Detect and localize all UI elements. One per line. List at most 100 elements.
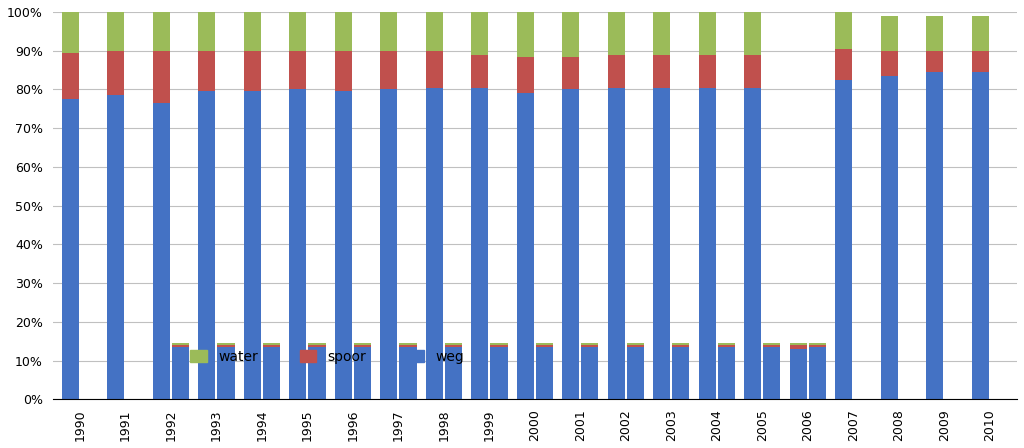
Bar [653,12,671,55]
Bar [471,87,488,400]
Bar [926,72,943,400]
Bar [607,87,625,400]
Bar [881,16,898,51]
Bar [217,343,234,345]
Bar [217,347,234,400]
Bar [516,12,534,56]
Bar [244,91,261,400]
Bar [809,343,826,345]
Bar [308,343,326,345]
Bar [582,347,598,400]
Bar [490,347,508,400]
Bar [536,343,553,345]
Bar [763,343,780,345]
Bar [444,343,462,345]
Bar [335,51,352,91]
Bar [972,51,989,72]
Bar [835,80,852,400]
Bar [562,12,580,56]
Bar [153,103,170,400]
Bar [308,347,326,400]
Bar [380,51,397,90]
Bar [926,51,943,72]
Bar [790,349,807,400]
Bar [718,347,735,400]
Bar [627,345,644,347]
Bar [353,343,371,345]
Bar [698,55,716,87]
Bar [61,12,79,52]
Bar [153,51,170,103]
Bar [172,347,189,400]
Bar [582,343,598,345]
Bar [335,91,352,400]
Bar [607,55,625,87]
Bar [627,347,644,400]
Bar [516,56,534,93]
Bar [108,12,125,51]
Bar [672,345,689,347]
Bar [835,12,852,49]
Bar [399,347,417,400]
Bar [653,87,671,400]
Bar [536,345,553,347]
Bar [172,345,189,347]
Bar [562,90,580,400]
Bar [244,12,261,51]
Bar [809,345,826,347]
Bar [61,99,79,400]
Bar [244,51,261,91]
Bar [653,55,671,87]
Bar [263,347,280,400]
Bar [926,16,943,51]
Bar [607,12,625,55]
Bar [399,345,417,347]
Bar [61,52,79,99]
Bar [698,12,716,55]
Bar [153,12,170,51]
Legend: water, spoor, weg: water, spoor, weg [185,344,470,369]
Bar [809,347,826,400]
Bar [198,91,215,400]
Bar [718,345,735,347]
Bar [380,12,397,51]
Bar [444,347,462,400]
Bar [672,347,689,400]
Bar [108,95,125,400]
Bar [536,347,553,400]
Bar [289,90,306,400]
Bar [562,56,580,90]
Bar [763,345,780,347]
Bar [471,12,488,55]
Bar [490,345,508,347]
Bar [881,51,898,76]
Bar [108,51,125,95]
Bar [353,347,371,400]
Bar [444,345,462,347]
Bar [308,345,326,347]
Bar [426,51,443,87]
Bar [471,55,488,87]
Bar [790,345,807,349]
Bar [335,12,352,51]
Bar [426,87,443,400]
Bar [426,12,443,51]
Bar [881,76,898,400]
Bar [744,87,762,400]
Bar [744,12,762,55]
Bar [263,345,280,347]
Bar [763,347,780,400]
Bar [627,343,644,345]
Bar [582,345,598,347]
Bar [698,87,716,400]
Bar [744,55,762,87]
Bar [172,343,189,345]
Bar [289,51,306,90]
Bar [263,343,280,345]
Bar [217,345,234,347]
Bar [198,51,215,91]
Bar [198,12,215,51]
Bar [972,72,989,400]
Bar [490,343,508,345]
Bar [380,90,397,400]
